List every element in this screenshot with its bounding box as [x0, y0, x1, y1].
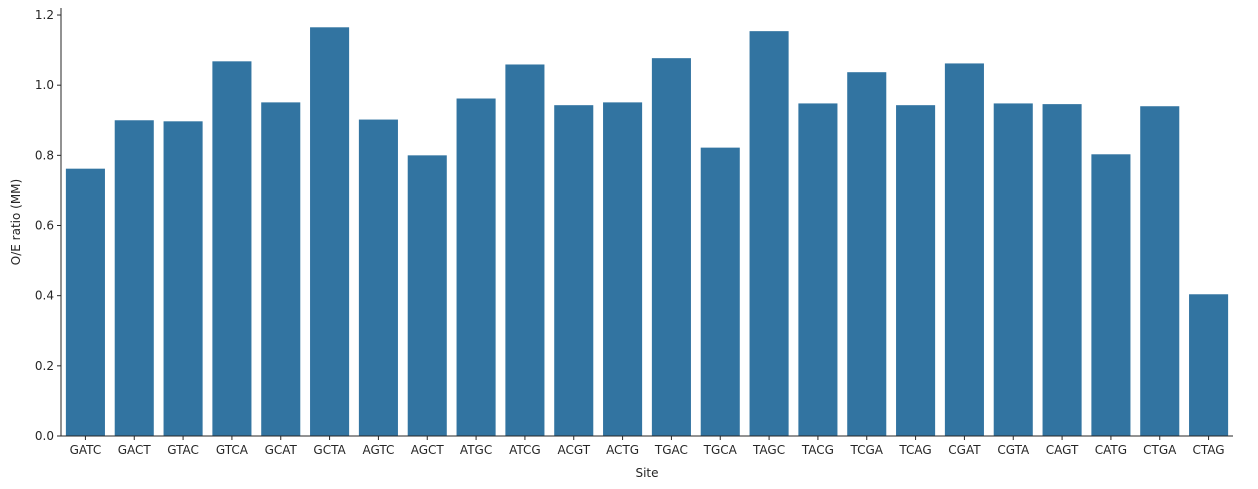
x-tick-label: TACG	[801, 443, 834, 457]
bar-cgat	[944, 63, 984, 437]
bar-tcga	[847, 72, 887, 436]
x-tick-label: ATCG	[509, 443, 541, 457]
x-tick-label: ATGC	[460, 443, 492, 457]
bar-gtca	[212, 61, 252, 437]
y-tick-label: 1.0	[35, 78, 54, 92]
bar-tagc	[749, 31, 789, 436]
x-tick-label: GACT	[118, 443, 152, 457]
x-tick-label: AGTC	[362, 443, 394, 457]
y-tick-label: 0.6	[35, 219, 54, 233]
x-tick-label: ACTG	[606, 443, 639, 457]
y-tick-label: 0.0	[35, 429, 54, 443]
bar-agtc	[358, 119, 398, 436]
y-tick-label: 1.2	[35, 8, 54, 22]
bar-gcat	[261, 102, 301, 437]
x-axis-label: Site	[635, 466, 658, 480]
bar-acgt	[554, 105, 594, 436]
x-tick-label: ACGT	[557, 443, 590, 457]
x-tick-label: TCAG	[898, 443, 931, 457]
x-tick-label: CTAG	[1193, 443, 1225, 457]
y-axis-label: O/E ratio (MM)	[9, 179, 23, 265]
bar-gtac	[163, 121, 203, 436]
x-tick-label: GCAT	[265, 443, 298, 457]
x-tick-label: CGAT	[948, 443, 981, 457]
bar-ctga	[1140, 106, 1180, 437]
bar-actg	[603, 102, 643, 437]
bar-tacg	[798, 103, 838, 437]
x-tick-label: CATG	[1095, 443, 1127, 457]
y-tick-label: 0.2	[35, 359, 54, 373]
bar-gatc	[65, 168, 105, 436]
bar-gact	[114, 120, 154, 436]
y-tick-label: 0.4	[35, 289, 54, 303]
bar-agct	[407, 155, 447, 436]
x-tick-label: GCTA	[313, 443, 346, 457]
bar-ctag	[1189, 294, 1229, 436]
x-tick-label: CTGA	[1143, 443, 1177, 457]
x-tick-label: TGCA	[703, 443, 738, 457]
bar-catg	[1091, 154, 1131, 436]
x-axis: GATC GACT GTAC GTCA GCAT GCTA AGTC AGCT ATGC ATCG…	[61, 435, 1233, 457]
x-tick-label: GATC	[70, 443, 102, 457]
bar-cgta	[993, 103, 1033, 437]
y-tick-label: 0.8	[35, 148, 54, 162]
x-tick-label: GTCA	[216, 443, 249, 457]
bar-tgca	[700, 147, 740, 437]
x-tick-label: AGCT	[411, 443, 445, 457]
y-axis: 0.0 0.2 0.4 0.6 0.8 1.0 1.2	[35, 8, 62, 443]
x-tick-label: CAGT	[1046, 443, 1079, 457]
x-tick-label: GTAC	[167, 443, 199, 457]
bar-tgac	[651, 58, 691, 437]
bar-atcg	[505, 64, 545, 436]
bar-cagt	[1042, 104, 1082, 437]
bar-atgc	[456, 98, 496, 436]
x-tick-label: TCGA	[849, 443, 883, 457]
bars-group	[65, 27, 1229, 437]
bar-tcag	[896, 105, 936, 436]
bar-gcta	[310, 27, 350, 437]
x-tick-label: CGTA	[997, 443, 1030, 457]
x-tick-label: TAGC	[752, 443, 785, 457]
x-tick-label: TGAC	[654, 443, 688, 457]
